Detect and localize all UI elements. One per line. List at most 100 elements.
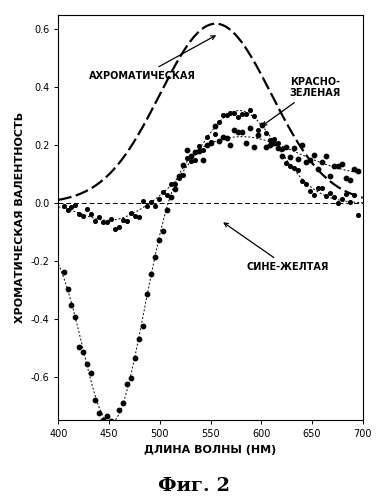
Point [239,128,245,136]
Point [116,406,122,414]
Point [287,152,293,160]
Point [188,158,194,166]
X-axis label: ДЛИНА ВОЛНЫ (НМ): ДЛИНА ВОЛНЫ (НМ) [144,445,277,455]
Point [76,210,82,218]
Point [255,130,261,138]
Point [84,360,91,368]
Point [291,164,297,172]
Point [231,126,238,134]
Point [335,198,341,206]
Point [207,138,214,145]
Point [200,156,206,164]
Point [116,223,122,231]
Point [295,166,301,174]
Point [342,174,349,182]
Point [140,197,146,205]
Point [60,202,67,209]
Point [267,136,273,143]
Point [140,322,146,330]
Point [223,134,229,142]
Point [263,143,269,151]
Point [112,224,118,232]
Point [243,138,250,146]
Point [347,198,353,206]
Point [100,218,106,226]
Point [291,144,297,152]
Point [235,128,241,136]
Point [204,142,210,150]
Point [247,106,253,114]
Point [228,110,234,118]
Point [72,314,79,322]
Point [339,160,345,168]
Point [108,215,114,223]
Point [342,190,349,198]
Point [84,205,91,213]
Point [60,268,67,276]
Point [335,162,341,170]
Point [211,130,217,138]
Point [152,202,158,210]
Point [327,172,333,180]
Point [144,202,150,210]
Point [275,139,281,147]
Point [192,148,198,156]
Point [319,184,325,192]
Point [132,212,138,220]
Point [204,133,210,141]
Point [311,150,317,158]
Point [331,193,337,201]
Point [247,124,253,132]
Point [219,111,226,119]
Point [295,155,301,163]
Point [68,301,75,309]
Point [72,200,79,208]
Point [92,396,98,404]
Point [239,110,245,118]
Point [303,180,309,188]
Point [354,210,361,218]
Point [216,138,222,145]
Point [271,138,277,146]
Point [283,159,289,167]
Point [136,212,142,220]
Point [80,348,87,356]
Point [164,190,170,198]
Point [327,189,333,197]
Text: КРАСНО-
ЗЕЛЕНАЯ: КРАСНО- ЗЕЛЕНАЯ [263,76,341,126]
Point [148,270,154,278]
Point [347,176,353,184]
Point [339,195,345,203]
Point [287,162,293,170]
Point [168,193,174,201]
Point [323,192,329,200]
Point [180,170,186,178]
Point [351,164,357,172]
Point [160,228,166,235]
Point [323,152,329,160]
Point [223,110,229,118]
Point [136,335,142,343]
Point [176,174,182,182]
Point [263,129,269,137]
Point [259,122,265,130]
Point [307,188,313,196]
Point [172,185,178,193]
Point [188,152,194,160]
Point [299,177,305,185]
Point [64,284,70,292]
Point [156,236,162,244]
Point [172,180,178,188]
Point [351,191,357,199]
Point [243,110,250,118]
Point [354,166,361,174]
Point [76,343,82,351]
Point [152,252,158,260]
Point [156,195,162,203]
Point [120,216,126,224]
Point [283,144,289,152]
Point [319,158,325,166]
Point [160,188,166,196]
Point [184,146,190,154]
Point [168,180,174,188]
